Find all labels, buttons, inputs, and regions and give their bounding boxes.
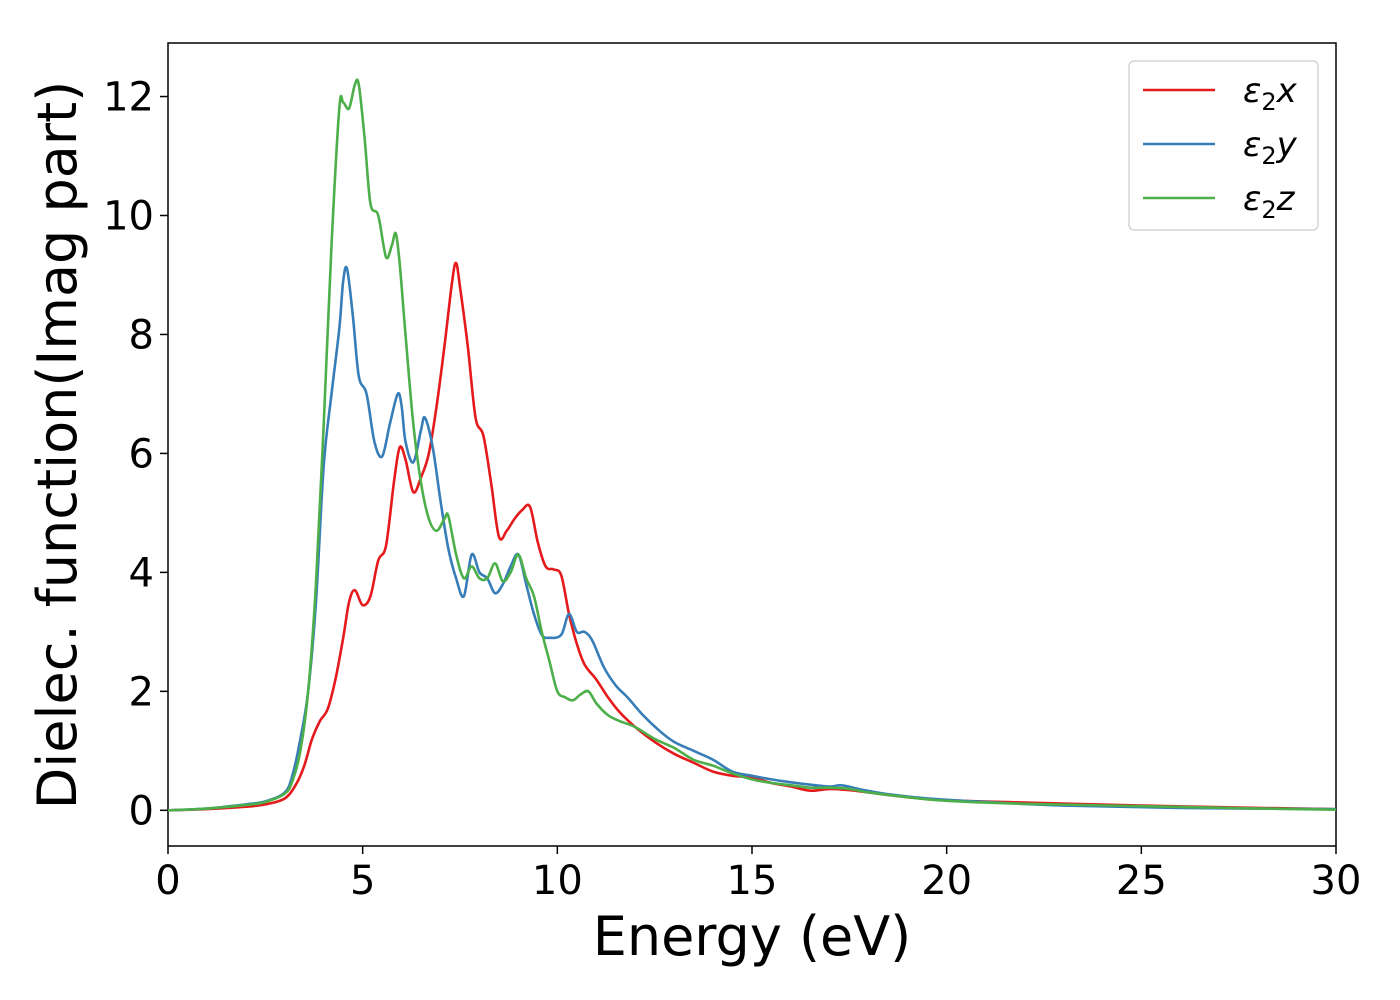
x-tick-label: 10 xyxy=(532,858,583,904)
legend-label-x: ε2x xyxy=(1243,71,1298,116)
x-tick-label: 5 xyxy=(350,858,375,904)
y-tick-label: 8 xyxy=(129,312,154,358)
y-tick-label: 0 xyxy=(129,788,154,834)
y-tick-label: 6 xyxy=(129,431,154,477)
y-axis-ticks: 0 2 4 6 8 10 12 xyxy=(103,75,168,834)
legend-box xyxy=(1128,60,1319,231)
series-layer xyxy=(167,78,1337,812)
y-tick-label: 10 xyxy=(103,193,154,239)
series-line-z xyxy=(167,78,1337,812)
series-line-x xyxy=(167,261,1337,812)
x-tick-label: 0 xyxy=(155,858,180,904)
x-tick-label: 25 xyxy=(1116,858,1167,904)
y-tick-label: 4 xyxy=(129,550,154,596)
y-tick-label: 12 xyxy=(103,75,154,121)
x-tick-label: 15 xyxy=(727,858,778,904)
x-tick-label: 20 xyxy=(921,858,972,904)
legend: ε2x ε2y ε2z xyxy=(1128,60,1319,231)
x-axis-ticks: 0 5 10 15 20 25 30 xyxy=(155,846,1361,904)
legend-label-z: ε2z xyxy=(1243,179,1296,224)
y-axis-label: Dielec. function(Imag part) xyxy=(26,81,89,810)
x-tick-label: 30 xyxy=(1311,858,1362,904)
x-axis-label: Energy (eV) xyxy=(593,905,912,968)
legend-label-y: ε2y xyxy=(1243,125,1298,170)
y-tick-label: 2 xyxy=(129,669,154,715)
series-line-y xyxy=(167,265,1337,812)
